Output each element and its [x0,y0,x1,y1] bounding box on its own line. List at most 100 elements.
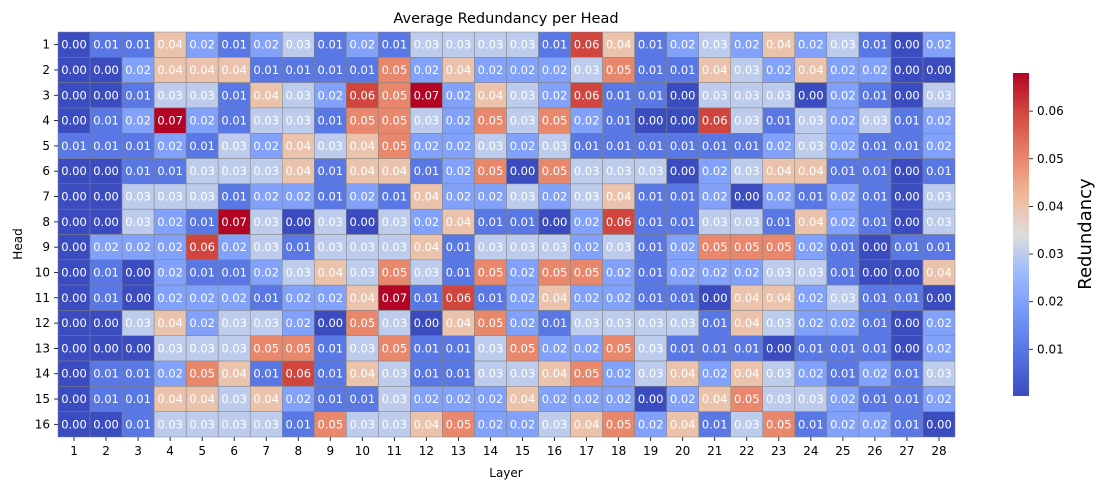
cell-value-label: 0.03 [221,392,247,406]
cell-value-label: 0.04 [766,291,792,305]
cell-value-label: 0.05 [574,265,600,279]
cell-value-label: 0.01 [862,215,888,229]
cell-value-label: 0.04 [317,265,343,279]
cell-value-label: 0.02 [830,139,856,153]
cell-value-label: 0.02 [446,139,472,153]
cell-value-label: 0.03 [798,139,824,153]
heatmap-cell [858,234,892,261]
cell-value-label: 0.03 [125,190,151,204]
heatmap-cell [217,259,251,286]
cell-value-label: 0.01 [574,139,600,153]
chart-title: Average Redundancy per Head [393,11,618,27]
cell-value-label: 0.03 [189,341,215,355]
cell-value-label: 0.00 [61,367,87,381]
heatmap-cell [474,107,507,134]
cell-value-label: 0.01 [317,392,343,406]
cell-value-label: 0.00 [798,88,824,102]
cell-value-label: 0.02 [189,38,215,52]
heatmap-cell [698,360,732,387]
heatmap-cell [346,411,379,438]
cell-value-label: 0.05 [734,240,760,254]
cell-value-label: 0.01 [638,240,664,254]
heatmap-cell [217,133,251,159]
cell-value-label: 0.04 [766,38,792,52]
heatmap-cell [474,310,507,336]
cell-value-label: 0.00 [93,215,119,229]
heatmap-cell [826,335,860,362]
cell-value-label: 0.01 [446,265,472,279]
cell-value-label: 0.05 [542,164,568,178]
heatmap-cell [890,57,924,83]
cell-value-label: 0.04 [350,367,376,381]
cell-value-label: 0.01 [317,190,343,204]
cell-value-label: 0.03 [285,265,311,279]
cell-value-label: 0.02 [766,139,792,153]
cell-value-label: 0.01 [221,265,247,279]
heatmap-cell [794,335,828,362]
heatmap-cell [634,411,667,438]
cell-value-label: 0.01 [510,215,536,229]
heatmap-cell [57,284,91,311]
heatmap-cell [762,411,796,438]
heatmap-cell [922,310,956,336]
cell-value-label: 0.02 [798,291,824,305]
cell-value-label: 0.04 [734,316,760,330]
cell-value-label: 0.03 [446,38,472,52]
cell-value-label: 0.01 [253,63,279,77]
heatmap-cell [474,133,507,159]
heatmap-cell [410,411,443,438]
heatmap-cell [922,57,956,83]
cell-value-label: 0.00 [542,215,568,229]
cell-value-label: 0.03 [606,164,632,178]
cell-value-label: 0.02 [285,392,311,406]
heatmap-cell [442,411,475,438]
heatmap-cell [762,208,796,235]
cell-value-label: 0.03 [478,38,504,52]
x-tick-label: 10 [355,444,370,458]
heatmap-cell [249,259,283,286]
cell-value-label: 0.02 [446,392,472,406]
cell-value-label: 0.04 [221,63,247,77]
cell-value-label: 0.00 [894,38,920,52]
cell-value-label: 0.02 [542,190,568,204]
heatmap-cell [217,31,251,58]
y-tick-label: 10 [35,265,50,279]
heatmap-cell [922,107,956,134]
heatmap-cell [474,31,507,58]
heatmap-cell [57,31,91,58]
cell-value-label: 0.03 [157,88,183,102]
heatmap-cell [506,183,539,210]
cell-value-label: 0.00 [894,265,920,279]
cell-value-label: 0.01 [638,139,664,153]
heatmap-cell [762,284,796,311]
heatmap-cell [282,284,315,311]
cell-value-label: 0.05 [382,114,408,128]
heatmap-cell [762,183,796,210]
heatmap-cell [410,386,443,412]
heatmap-cell [346,208,379,235]
heatmap-cell [442,335,475,362]
cell-value-label: 0.03 [350,417,376,431]
cell-value-label: 0.03 [382,367,408,381]
cell-value-label: 0.03 [734,63,760,77]
cell-value-label: 0.04 [285,139,311,153]
heatmap-cell [346,82,379,109]
cell-value-label: 0.01 [478,291,504,305]
cell-value-label: 0.01 [862,291,888,305]
heatmap-cell [922,234,956,261]
heatmap-cell [121,234,155,261]
heatmap-cell [346,183,379,210]
heatmap-cell [570,82,603,109]
heatmap-cell [89,386,123,412]
cell-value-label: 0.03 [221,316,247,330]
cell-value-label: 0.03 [926,88,952,102]
cell-value-label: 0.02 [702,265,728,279]
heatmap-cell [570,335,603,362]
cell-value-label: 0.00 [61,316,87,330]
heatmap-cell [442,82,475,109]
cell-value-label: 0.02 [446,164,472,178]
cell-value-label: 0.00 [702,291,728,305]
heatmap-cell [570,133,603,159]
heatmap-cell [634,82,667,109]
cell-value-label: 0.03 [702,38,728,52]
